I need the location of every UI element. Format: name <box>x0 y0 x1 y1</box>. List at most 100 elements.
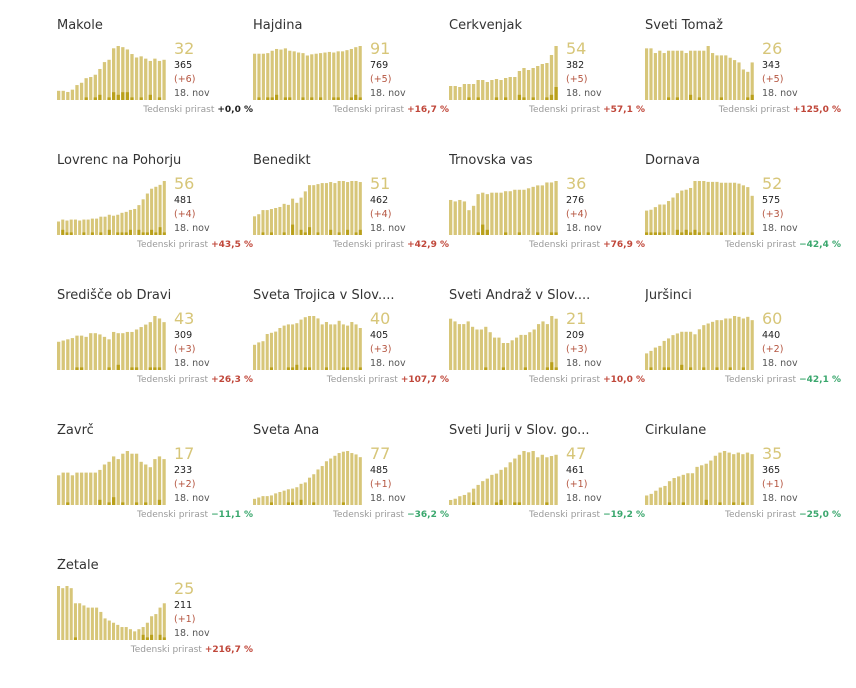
panel-title: Sveta Trojica v Slov.... <box>253 288 395 303</box>
active-cases-bar <box>508 191 512 235</box>
new-cases-bar <box>291 367 295 370</box>
new-cases-bar <box>337 232 341 235</box>
new-cases-bar <box>295 364 299 370</box>
active-cases-bar <box>645 495 649 505</box>
active-cases-bar <box>750 195 754 235</box>
weekly-growth-value: +76,9 % <box>603 240 645 250</box>
weekly-growth-label: Tedenski prirast <box>333 240 405 250</box>
active-cases-bar <box>684 53 688 100</box>
current-value: 17 <box>174 444 195 463</box>
active-cases-bar <box>282 490 286 505</box>
new-cases-bar <box>299 499 303 505</box>
active-cases-bar <box>162 322 166 370</box>
active-cases-bar <box>658 204 662 235</box>
active-cases-bar <box>297 52 301 100</box>
active-cases-bar <box>125 49 130 100</box>
active-cases-bar <box>702 325 706 370</box>
active-cases-bar <box>471 84 476 100</box>
active-cases-bar <box>667 338 671 370</box>
active-cases-bar <box>144 464 148 505</box>
date-label: 18. nov <box>370 223 406 234</box>
active-cases-bar <box>645 210 649 235</box>
active-cases-bar <box>253 498 257 505</box>
active-cases-bar <box>453 498 457 505</box>
active-cases-bar <box>675 333 679 370</box>
new-cases-bar <box>554 232 558 235</box>
new-cases-bar <box>750 232 754 235</box>
current-value: 36 <box>566 174 587 193</box>
total-value: 769 <box>370 60 389 71</box>
new-cases-bar <box>93 97 97 100</box>
weekly-growth-value: +0,0 % <box>217 105 253 115</box>
active-cases-bar <box>70 475 75 505</box>
active-cases-bar <box>508 462 512 505</box>
active-cases-bar <box>162 59 166 100</box>
active-cases-bar <box>467 84 471 100</box>
active-cases-bar <box>453 201 457 235</box>
new-cases-bar <box>346 367 350 370</box>
new-cases-bar <box>150 229 154 235</box>
date-label: 18. nov <box>174 628 210 639</box>
total-value: 440 <box>762 330 781 341</box>
new-cases-bar <box>517 94 522 100</box>
chart-panel: Sveta Ana 77 485 (+1) 18. nov Tedenski priras… <box>253 423 449 553</box>
new-cases-bar <box>116 232 120 235</box>
active-cases-bar <box>471 205 476 235</box>
active-cases-bar <box>333 455 337 505</box>
active-cases-bar <box>303 317 307 370</box>
active-cases-bar <box>70 338 75 370</box>
new-cases-bar <box>148 367 152 370</box>
active-cases-bar <box>121 333 125 370</box>
active-cases-bar <box>253 216 257 235</box>
panel-title: Žetale <box>57 558 99 573</box>
new-cases-bar <box>481 224 485 235</box>
active-cases-bar <box>139 461 143 505</box>
total-value: 461 <box>566 465 585 476</box>
active-cases-bar <box>706 181 710 235</box>
active-cases-bar <box>499 192 503 235</box>
active-cases-bar <box>504 467 508 505</box>
active-cases-bar <box>61 90 65 100</box>
active-cases-bar <box>265 334 269 370</box>
active-cases-bar <box>476 80 480 100</box>
new-cases-bar <box>653 232 657 235</box>
active-cases-bar <box>98 469 102 505</box>
weekly-growth-label: Tedenski prirast <box>137 240 209 250</box>
active-cases-bar <box>303 191 307 235</box>
weekly-growth: Tedenski prirast −36,2 % <box>333 510 449 520</box>
current-value: 91 <box>370 39 391 58</box>
active-cases-bar <box>728 318 732 370</box>
weekly-growth: Tedenski prirast +16,7 % <box>333 105 449 115</box>
active-cases-bar <box>645 48 649 100</box>
active-cases-bar <box>697 50 701 100</box>
active-cases-bar <box>690 473 695 505</box>
active-cases-bar <box>75 335 79 370</box>
new-cases-bar <box>354 94 358 100</box>
active-cases-bar <box>727 452 731 505</box>
new-cases-bar <box>157 499 162 505</box>
active-cases-bar <box>354 181 358 235</box>
active-cases-bar <box>711 321 715 370</box>
active-cases-bar <box>337 320 341 370</box>
active-cases-bar <box>141 627 145 640</box>
active-cases-bar <box>274 493 278 505</box>
current-value: 43 <box>174 309 195 328</box>
active-cases-bar <box>706 323 710 370</box>
total-value: 462 <box>370 195 389 206</box>
active-cases-bar <box>125 331 130 370</box>
active-cases-bar <box>522 189 526 235</box>
active-cases-bar <box>82 605 86 640</box>
mini-bar-chart <box>645 316 754 370</box>
new-cases-bar <box>75 367 79 370</box>
active-cases-bar <box>61 472 65 505</box>
active-cases-bar <box>134 453 139 505</box>
active-cases-bar <box>261 496 265 505</box>
mini-bar-chart <box>449 316 558 370</box>
active-cases-bar <box>305 55 309 100</box>
active-cases-bar <box>746 316 750 370</box>
new-cases-bar <box>303 367 307 370</box>
active-cases-bar <box>283 48 287 100</box>
daily-change: (+5) <box>370 74 392 85</box>
active-cases-bar <box>667 50 671 100</box>
active-cases-bar <box>116 46 120 100</box>
